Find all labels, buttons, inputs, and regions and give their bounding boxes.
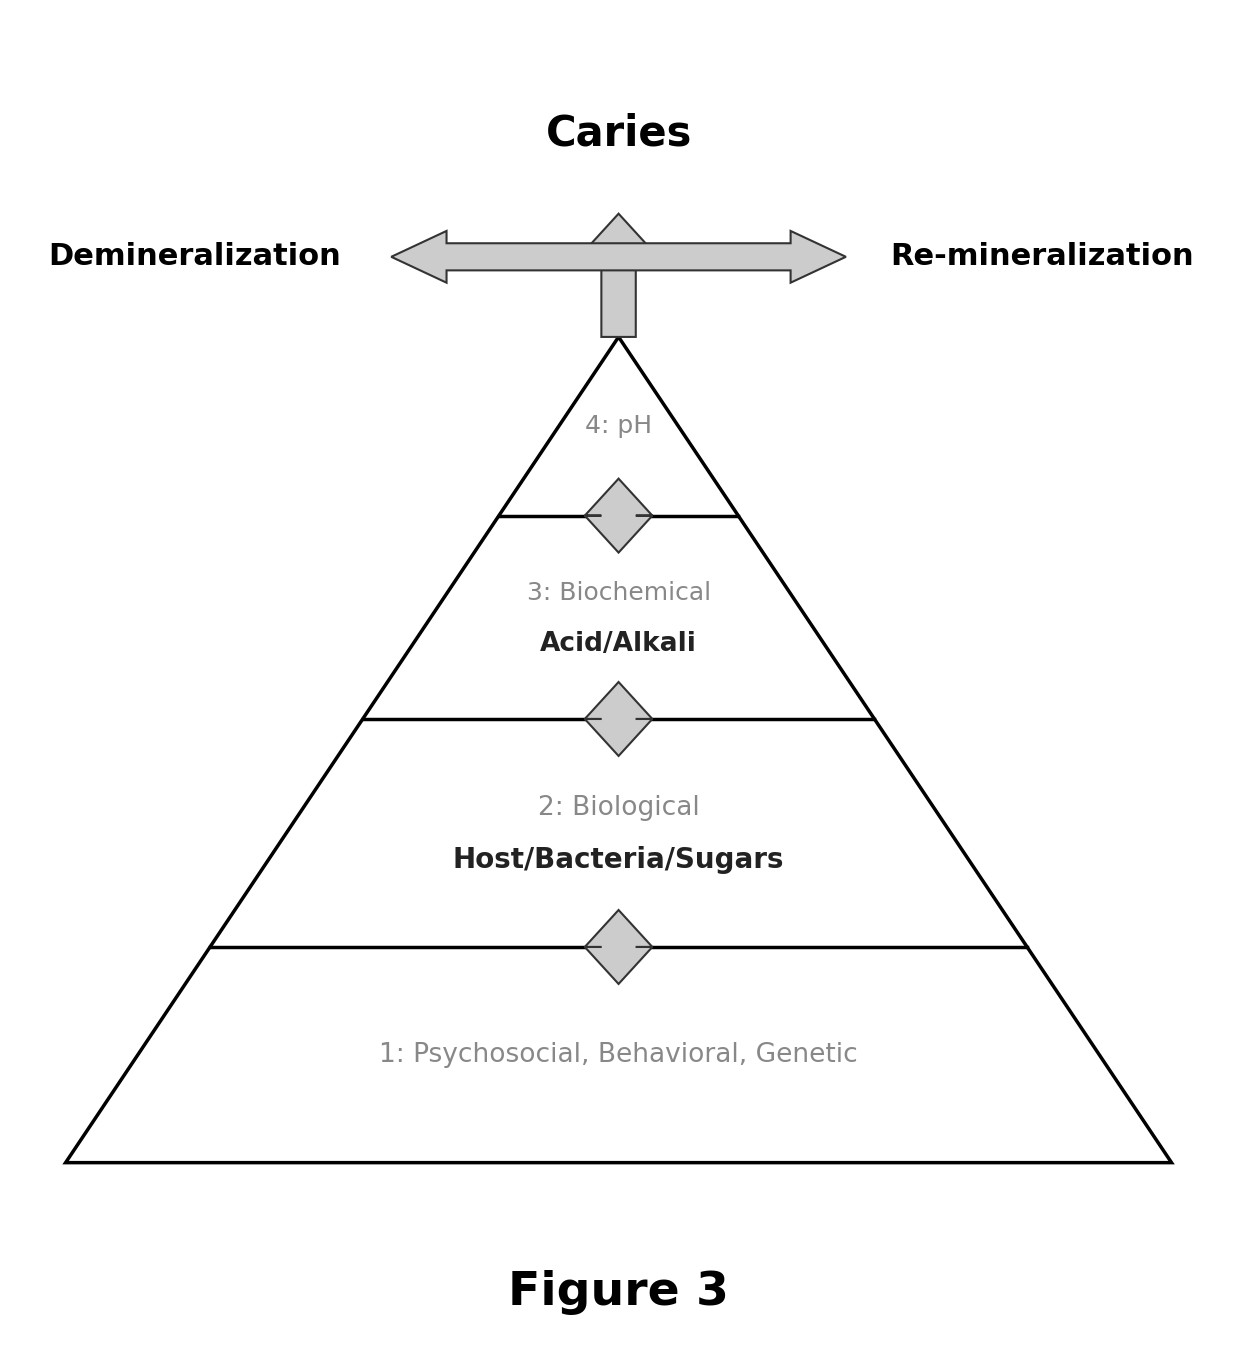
Text: Host/Bacteria/Sugars: Host/Bacteria/Sugars [453,846,785,874]
Text: Acid/Alkali: Acid/Alkali [541,632,697,657]
Polygon shape [585,479,652,552]
Polygon shape [392,231,846,282]
Text: Figure 3: Figure 3 [508,1270,729,1315]
Polygon shape [66,337,1172,1162]
Polygon shape [585,910,652,983]
Polygon shape [585,682,652,756]
Polygon shape [585,214,652,337]
Text: 1: Psychosocial, Behavioral, Genetic: 1: Psychosocial, Behavioral, Genetic [379,1042,858,1068]
Text: Caries: Caries [546,113,692,154]
Text: 3: Biochemical: 3: Biochemical [527,581,711,604]
Text: 2: Biological: 2: Biological [538,795,699,821]
Text: 4: pH: 4: pH [585,415,652,438]
Text: Re-mineralization: Re-mineralization [890,243,1194,271]
Text: Demineralization: Demineralization [48,243,341,271]
